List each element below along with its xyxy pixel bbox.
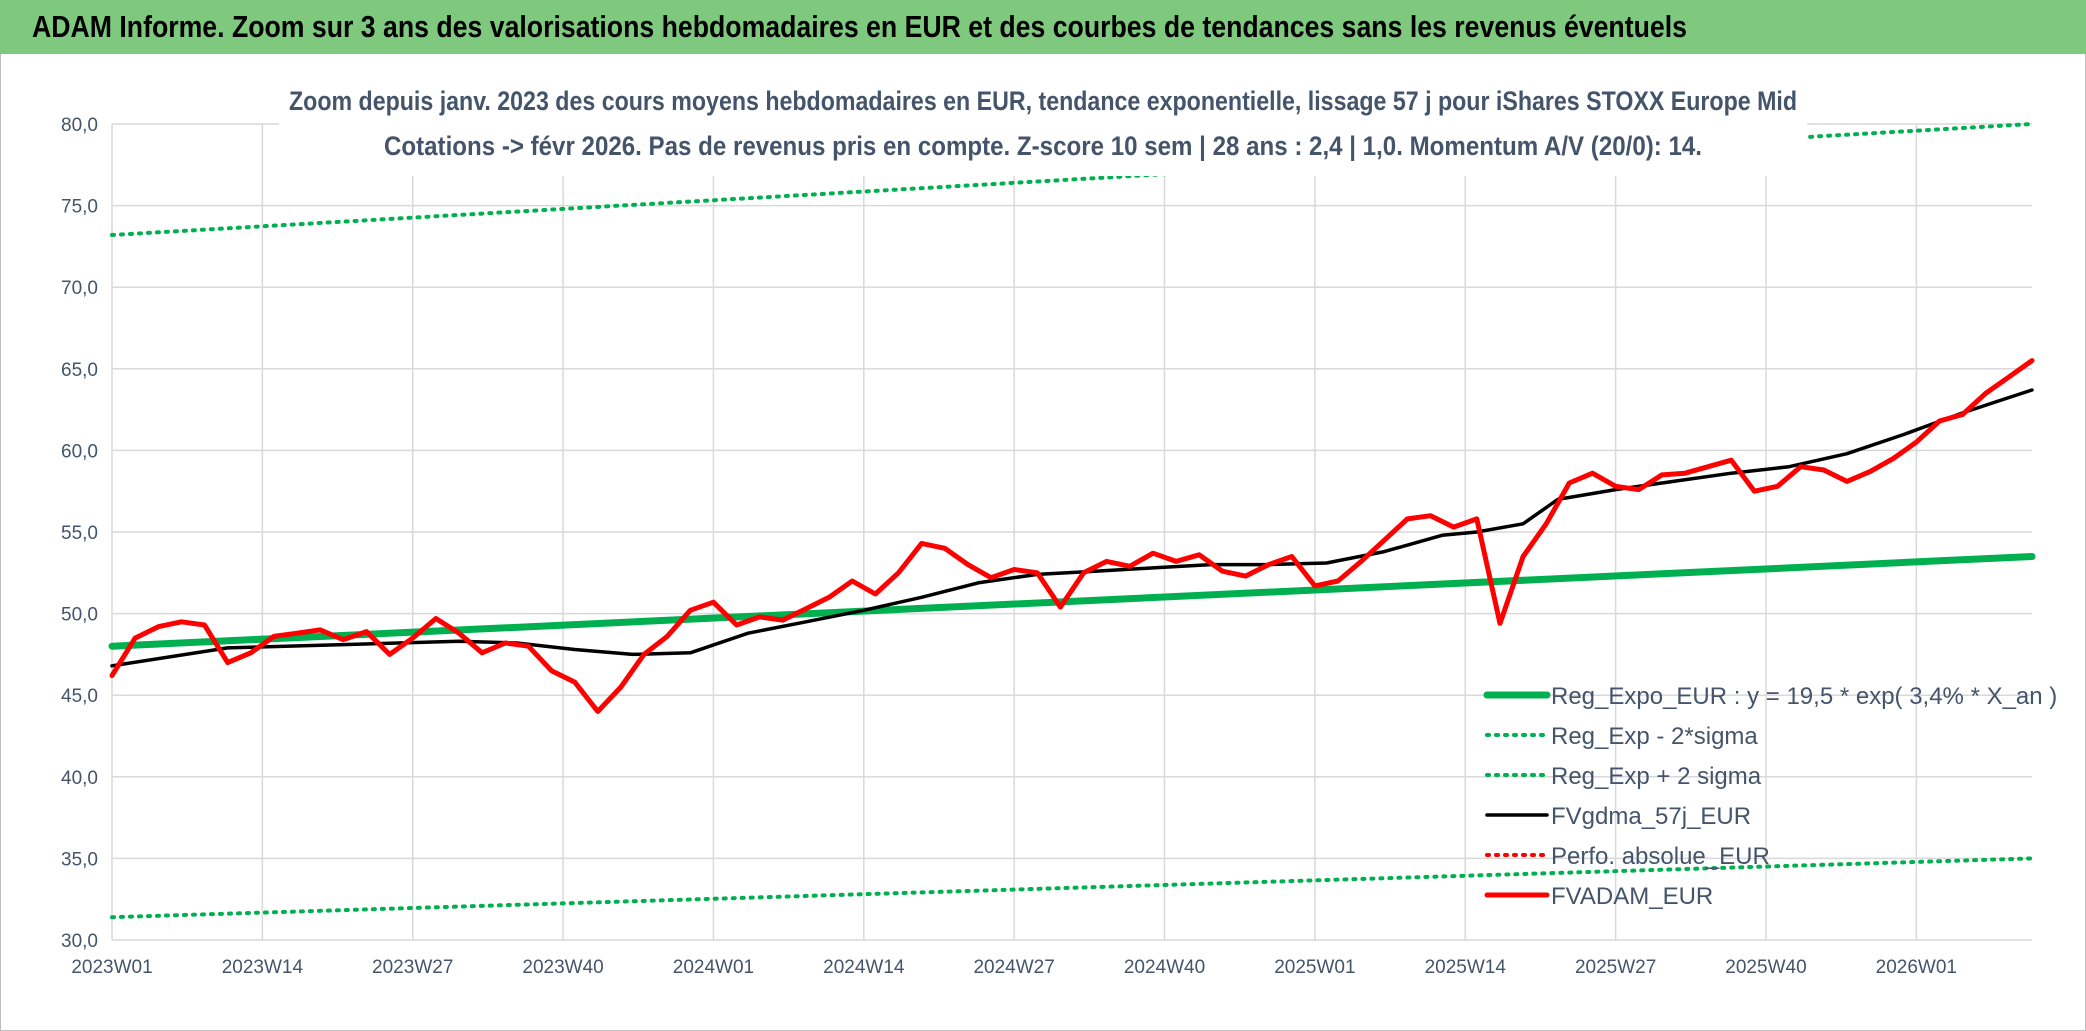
legend-label: Reg_Exp + 2 sigma bbox=[1551, 763, 1762, 790]
y-tick-label: 30,0 bbox=[61, 931, 98, 952]
y-tick-label: 35,0 bbox=[61, 849, 98, 870]
x-tick-label: 2025W27 bbox=[1575, 957, 1656, 978]
series-lines bbox=[108, 122, 2036, 920]
x-tick-label: 2025W01 bbox=[1274, 957, 1355, 978]
y-tick-label: 40,0 bbox=[61, 768, 98, 789]
series-line-0 bbox=[108, 553, 2036, 650]
chart-titles: Zoom depuis janv. 2023 des cours moyens … bbox=[279, 64, 1807, 176]
legend: Reg_Expo_EUR : y = 19,5 * exp( 3,4% * X_… bbox=[1483, 683, 2057, 910]
series-line-5 bbox=[109, 358, 2035, 714]
y-tick-label: 70,0 bbox=[61, 278, 98, 299]
legend-label: FVgdma_57j_EUR bbox=[1551, 803, 1751, 830]
x-tick-label: 2023W01 bbox=[71, 957, 152, 978]
chart-title: Zoom depuis janv. 2023 des cours moyens … bbox=[289, 86, 1797, 116]
x-tick-label: 2023W27 bbox=[372, 957, 453, 978]
x-tick-label: 2025W14 bbox=[1425, 957, 1507, 978]
y-tick-label: 60,0 bbox=[61, 441, 98, 462]
y-tick-label: 50,0 bbox=[61, 605, 98, 626]
y-tick-label: 55,0 bbox=[61, 523, 98, 544]
axis-labels: 30,0 35,0 40,0 45,0 50,0 55,0 60,0 65,0 70,0 75,0… bbox=[61, 115, 1957, 978]
x-tick-label: 2024W01 bbox=[673, 957, 754, 978]
legend-label: Reg_Exp - 2*sigma bbox=[1551, 723, 1758, 750]
series-line-3 bbox=[110, 388, 2034, 668]
legend-label: Reg_Expo_EUR : y = 19,5 * exp( 3,4% * X_… bbox=[1551, 683, 2057, 710]
y-tick-label: 45,0 bbox=[61, 686, 98, 707]
x-tick-label: 2026W01 bbox=[1876, 957, 1957, 978]
x-tick-label: 2024W40 bbox=[1124, 957, 1205, 978]
y-tick-label: 80,0 bbox=[61, 115, 98, 136]
x-tick-label: 2024W27 bbox=[973, 957, 1054, 978]
title-backdrop bbox=[279, 64, 1807, 176]
y-tick-label: 65,0 bbox=[61, 360, 98, 381]
chart-subtitle: Cotations -> févr 2026. Pas de revenus p… bbox=[384, 131, 1702, 161]
legend-label: Perfo. absolue_EUR bbox=[1551, 843, 1770, 870]
line-chart: Zoom depuis janv. 2023 des cours moyens … bbox=[61, 64, 2057, 978]
x-tick-label: 2025W40 bbox=[1725, 957, 1806, 978]
x-tick-label: 2023W14 bbox=[222, 957, 304, 978]
chart-frame: Zoom depuis janv. 2023 des cours moyens … bbox=[0, 54, 2086, 1031]
y-tick-label: 75,0 bbox=[61, 197, 98, 218]
x-tick-label: 2023W40 bbox=[522, 957, 603, 978]
report-title: ADAM Informe. Zoom sur 3 ans des valoris… bbox=[32, 9, 1687, 44]
report-header: ADAM Informe. Zoom sur 3 ans des valoris… bbox=[0, 0, 2086, 54]
series-line-1 bbox=[110, 856, 2034, 920]
x-tick-label: 2024W14 bbox=[823, 957, 905, 978]
legend-label: FVADAM_EUR bbox=[1551, 883, 1713, 910]
